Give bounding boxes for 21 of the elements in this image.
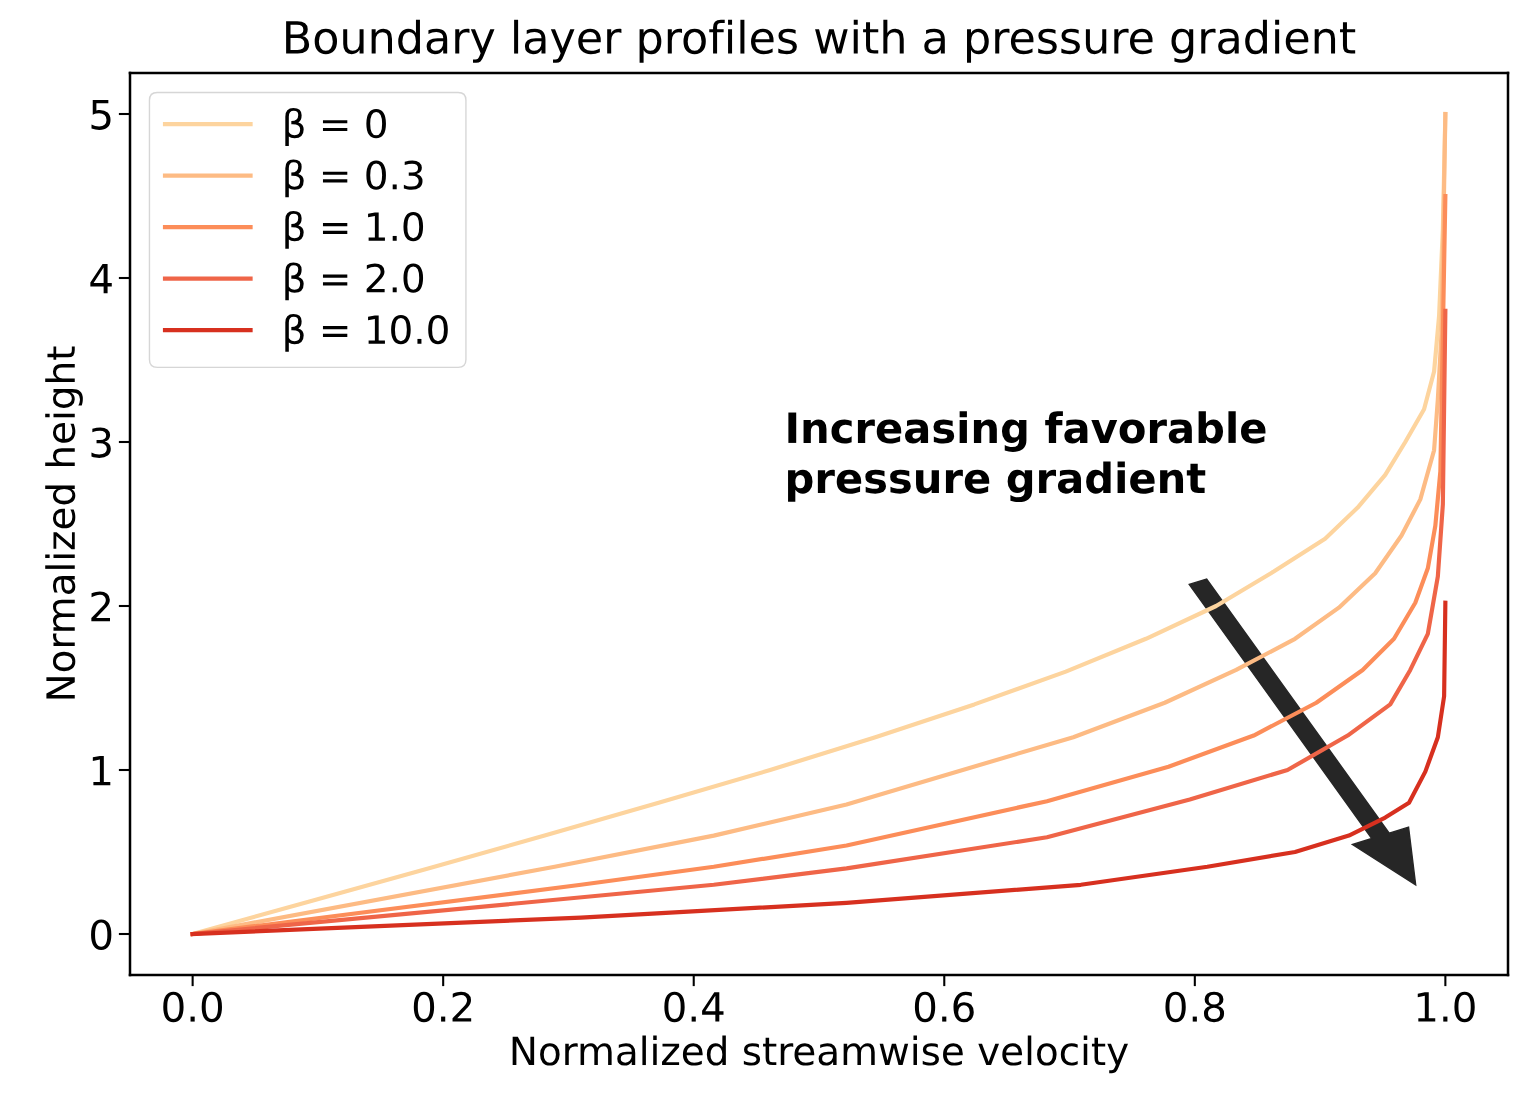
- legend-label: β = 0: [285, 108, 386, 146]
- legend-label: β = 0.3: [285, 159, 423, 198]
- chart-title: Boundary layer profiles with a pressure gradient: [286, 19, 1356, 63]
- y-tick-label: 0: [91, 919, 112, 950]
- y-axis-title: Normalized height: [45, 346, 83, 699]
- annotation: Increasing favorable pressure gradient: [788, 411, 1266, 503]
- x-tick-label: 0.8: [1165, 991, 1225, 1023]
- y-tick-label: 3: [91, 427, 111, 458]
- y-tick-label: 5: [91, 99, 111, 130]
- x-tick-label: 0.4: [664, 991, 724, 1023]
- legend-label: β = 2.0: [285, 262, 424, 301]
- legend-label: β = 10.0: [285, 313, 448, 352]
- y-tick-label: 4: [90, 263, 112, 294]
- y-tick-label: 2: [91, 591, 110, 622]
- x-tick-label: 0.6: [914, 991, 974, 1023]
- legend-label: β = 1.0: [285, 210, 424, 249]
- x-tick-label: 0.2: [413, 991, 472, 1023]
- x-axis-title: Normalized streamwise velocity: [512, 1035, 1128, 1074]
- x-tick-label: 0.0: [163, 991, 222, 1023]
- x-tick-label: 1.0: [1417, 991, 1475, 1023]
- y-tick-label: 1: [92, 755, 111, 786]
